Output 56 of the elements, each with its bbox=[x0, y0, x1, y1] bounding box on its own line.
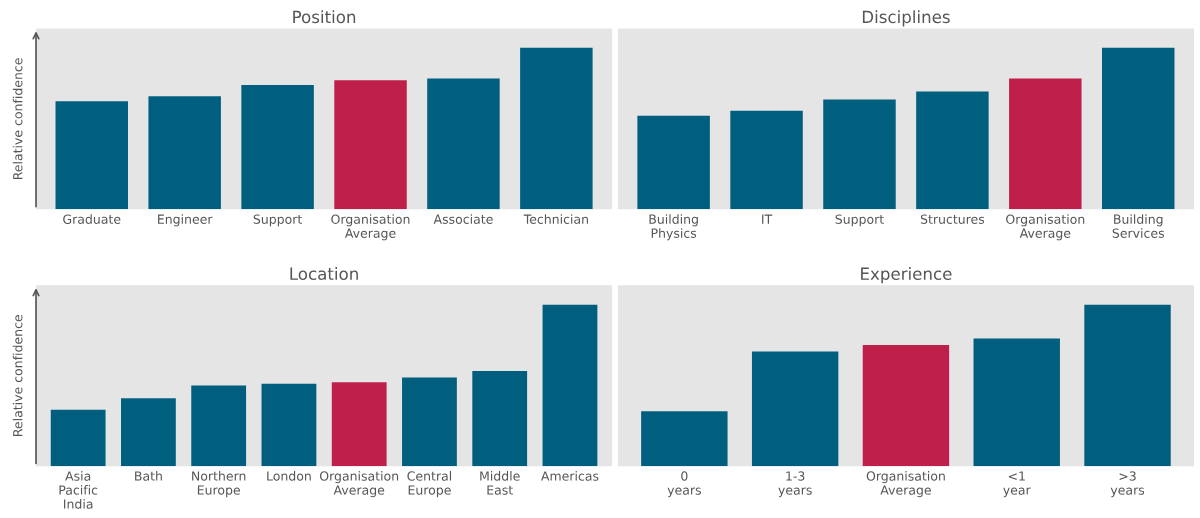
x-tick-label: London bbox=[267, 471, 311, 481]
bar bbox=[973, 338, 1060, 467]
chart-title: Disciplines bbox=[862, 10, 950, 27]
x-tick-label: Organisation Average bbox=[331, 214, 410, 241]
bar bbox=[55, 101, 128, 210]
bar bbox=[121, 398, 176, 467]
chart-title: Experience bbox=[861, 267, 952, 284]
bar bbox=[261, 383, 317, 467]
x-tick-label: Support bbox=[253, 214, 302, 227]
bar bbox=[1102, 47, 1175, 210]
x-tick-label: Bath bbox=[135, 471, 162, 481]
x-tick-label: Organisation Average bbox=[319, 471, 399, 498]
bar bbox=[148, 96, 221, 210]
bar bbox=[751, 351, 839, 467]
bar bbox=[402, 377, 457, 467]
bar bbox=[637, 115, 710, 210]
x-tick-label: IT bbox=[762, 214, 773, 224]
bar bbox=[241, 85, 314, 210]
x-tick-label: >3 years bbox=[1110, 471, 1145, 498]
x-tick-label: <1 year bbox=[1003, 471, 1031, 498]
x-tick-label: Building Physics bbox=[649, 214, 698, 241]
chart-title: Position bbox=[293, 10, 356, 24]
bar bbox=[823, 99, 896, 210]
x-tick-label: Americas bbox=[541, 471, 599, 481]
x-tick-label: Technician bbox=[523, 214, 588, 224]
bar bbox=[641, 411, 728, 467]
x-tick-label: Graduate bbox=[63, 214, 121, 224]
x-tick-label: Support bbox=[835, 214, 884, 227]
bar bbox=[334, 80, 407, 210]
x-tick-label: Engineer bbox=[158, 214, 213, 227]
x-tick-label: Structures bbox=[920, 214, 985, 224]
x-tick-label: Central Europe bbox=[407, 471, 452, 498]
bar bbox=[191, 385, 247, 467]
y-axis-title: Relative confidence bbox=[12, 315, 23, 436]
x-tick-label: Middle East bbox=[480, 471, 520, 495]
bar bbox=[331, 382, 387, 467]
x-tick-label: Northern Europe bbox=[192, 471, 246, 498]
bar bbox=[427, 78, 500, 210]
x-tick-label: Associate bbox=[433, 214, 493, 224]
bar bbox=[542, 304, 598, 467]
bar bbox=[472, 370, 528, 467]
x-tick-label: Organisation Average bbox=[866, 471, 945, 498]
bar bbox=[50, 409, 106, 467]
bar bbox=[916, 91, 989, 210]
bar bbox=[730, 110, 803, 210]
x-tick-label: 1-3 years bbox=[778, 471, 812, 498]
chart-title: Location bbox=[290, 267, 358, 281]
bar bbox=[1009, 78, 1082, 210]
bar bbox=[862, 345, 950, 467]
x-tick-label: Building Services bbox=[1112, 214, 1164, 238]
bar bbox=[520, 47, 593, 210]
x-tick-label: 0 years bbox=[667, 471, 701, 498]
bar bbox=[1084, 304, 1171, 467]
y-axis-title: Relative confidence bbox=[12, 58, 23, 180]
x-tick-label: Asia Pacific India bbox=[59, 471, 98, 509]
x-tick-label: Organisation Average bbox=[1006, 214, 1085, 241]
